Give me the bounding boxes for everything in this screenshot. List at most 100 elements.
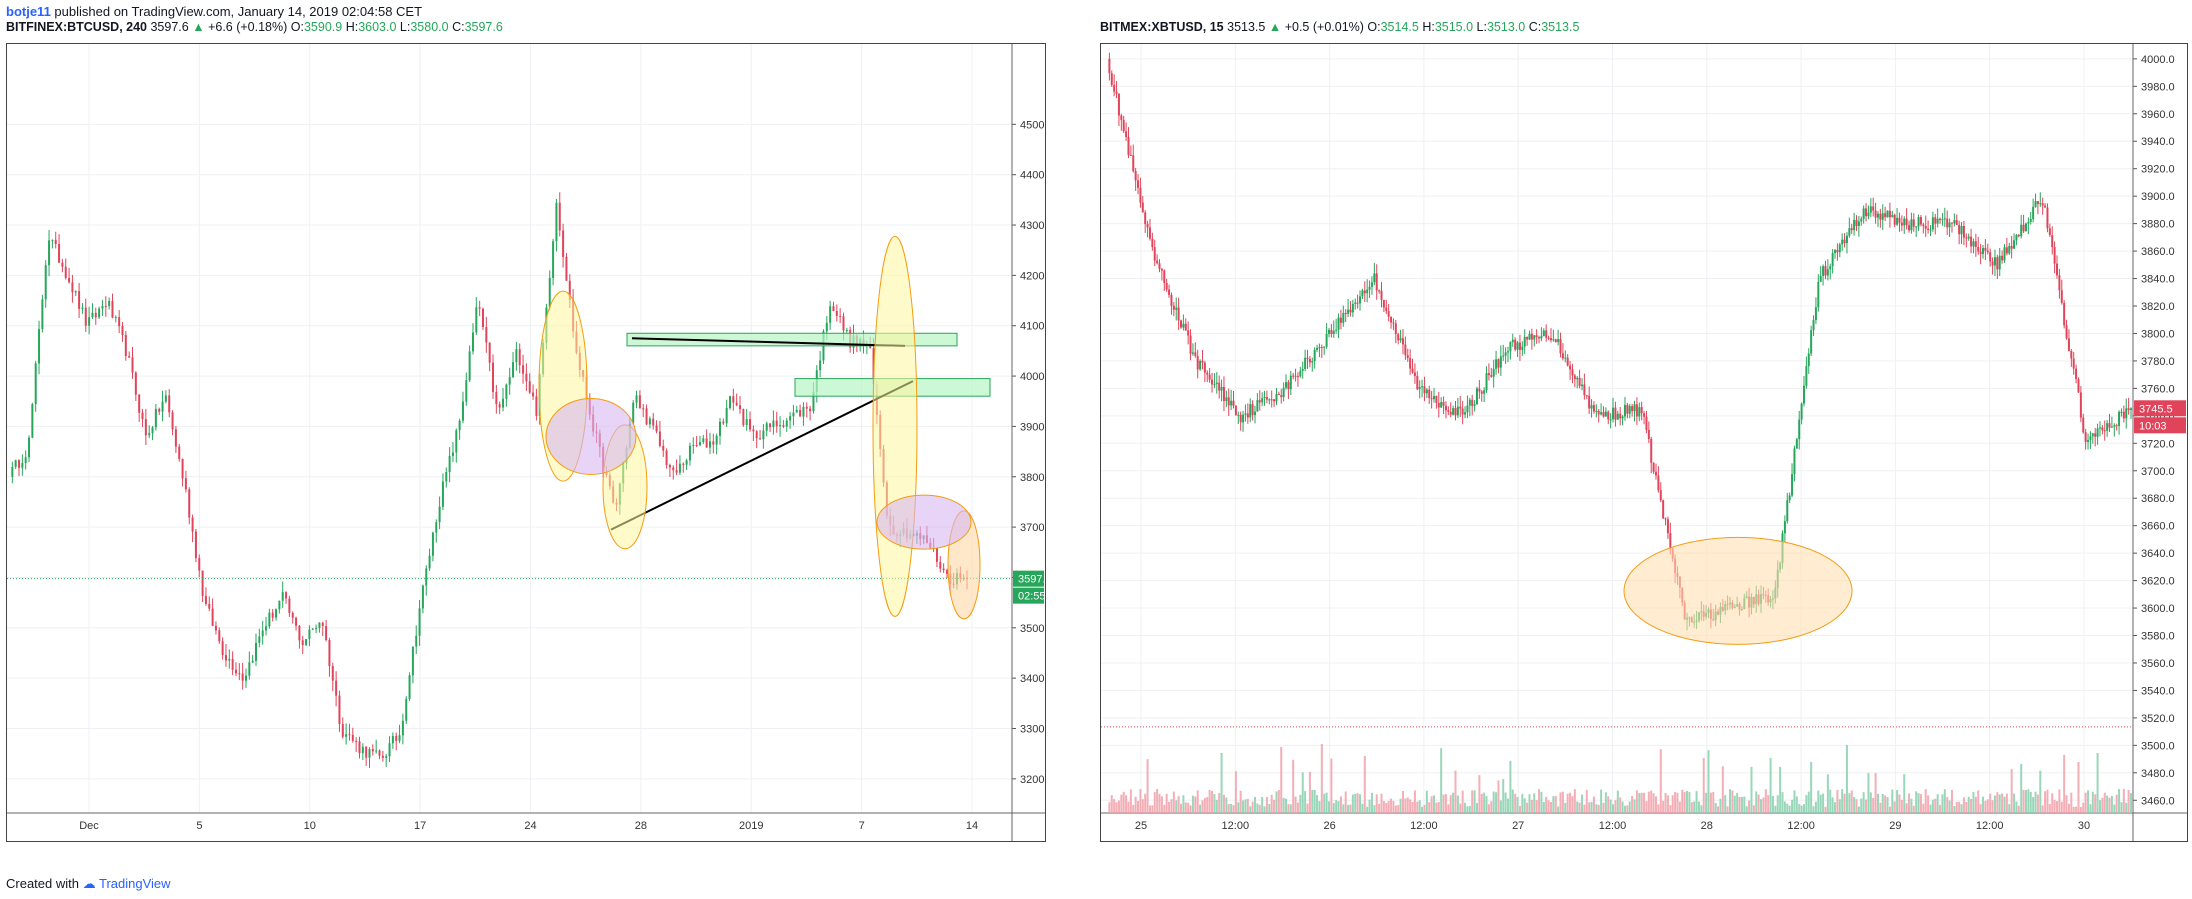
y-tick-label: 3600.0 bbox=[2141, 603, 2175, 615]
volume-bar bbox=[1581, 794, 1584, 813]
candle-body bbox=[298, 625, 301, 641]
candle-body bbox=[151, 427, 154, 434]
candle-body bbox=[565, 256, 568, 281]
volume-bar bbox=[1986, 799, 1989, 813]
candle-body bbox=[158, 408, 161, 412]
candle-body bbox=[2091, 433, 2094, 437]
candle-body bbox=[1924, 225, 1927, 229]
volume-bar bbox=[1709, 792, 1712, 813]
volume-bar bbox=[1724, 795, 1727, 813]
candle-body bbox=[2127, 408, 2130, 411]
candle-body bbox=[1900, 222, 1903, 226]
volume-bar bbox=[1697, 801, 1700, 813]
volume-bar bbox=[1745, 806, 1748, 813]
y-tick-label: 3900.0 bbox=[2141, 191, 2175, 203]
candle-body bbox=[174, 429, 177, 447]
candle-body bbox=[1399, 338, 1402, 341]
candle-body bbox=[1449, 411, 1452, 415]
candle-body bbox=[1822, 266, 1825, 276]
volume-bar bbox=[1953, 806, 1956, 813]
candle-body bbox=[1413, 372, 1416, 377]
y-tick-label: 4000.0 bbox=[2141, 54, 2175, 66]
candle-body bbox=[1280, 395, 1283, 398]
candle-body bbox=[481, 308, 484, 328]
candle-body bbox=[1273, 399, 1276, 402]
y-tick-label: 3480.0 bbox=[2141, 768, 2175, 780]
volume-bar bbox=[1607, 796, 1610, 813]
volume-bar bbox=[1282, 797, 1285, 813]
volume-bar bbox=[1726, 806, 1729, 813]
candle-body bbox=[1277, 393, 1280, 396]
up-arrow-icon: ▲ bbox=[1268, 20, 1282, 34]
candle-body bbox=[1616, 413, 1619, 420]
candle-body bbox=[14, 460, 17, 467]
candle-body bbox=[2089, 436, 2092, 441]
volume-bar bbox=[1853, 797, 1856, 813]
left-c-label: C: bbox=[452, 20, 465, 34]
candle-body bbox=[1669, 533, 1672, 549]
author-link[interactable]: botje11 bbox=[6, 4, 51, 19]
countdown-label: 02:55:03 bbox=[1018, 591, 1045, 603]
volume-bar bbox=[1318, 801, 1321, 813]
y-tick-label: 3540.0 bbox=[2141, 685, 2175, 697]
candle-body bbox=[665, 450, 668, 465]
volume-bar bbox=[1392, 800, 1395, 813]
candle-body bbox=[732, 396, 735, 403]
volume-bar bbox=[1165, 793, 1168, 813]
volume-bar bbox=[1967, 796, 1970, 813]
candle-body bbox=[1621, 416, 1624, 419]
y-tick-label: 4300.0 bbox=[1020, 220, 1045, 232]
right-high: 3515.0 bbox=[1434, 20, 1474, 34]
candle-body bbox=[365, 746, 368, 758]
tradingview-link[interactable]: TradingView bbox=[99, 876, 171, 891]
volume-bar bbox=[1461, 790, 1464, 813]
candle-body bbox=[1263, 397, 1266, 399]
volume-bar bbox=[1927, 795, 1930, 813]
candle-body bbox=[148, 433, 151, 436]
candle-body bbox=[1991, 261, 1994, 266]
left-chart-panel[interactable]: 3200.03300.03400.03500.03600.03700.03800… bbox=[6, 43, 1061, 842]
candle-body bbox=[1908, 225, 1911, 231]
volume-bar bbox=[1540, 791, 1543, 813]
candle-body bbox=[2041, 203, 2044, 206]
volume-bar bbox=[1113, 799, 1116, 813]
candle-body bbox=[1612, 407, 1615, 420]
candle-body bbox=[942, 568, 945, 571]
volume-bar bbox=[1578, 802, 1581, 813]
volume-bar bbox=[1943, 789, 1946, 813]
candle-body bbox=[164, 395, 167, 402]
volume-bar bbox=[1740, 796, 1743, 813]
volume-bar bbox=[1533, 793, 1536, 813]
candle-body bbox=[1559, 339, 1562, 354]
volume-bar bbox=[2034, 791, 2037, 813]
candle-body bbox=[1845, 235, 1848, 244]
candle-body bbox=[275, 609, 278, 618]
volume-bar bbox=[1175, 800, 1178, 813]
candle-body bbox=[285, 592, 288, 599]
candle-body bbox=[355, 740, 358, 742]
candle-body bbox=[1459, 406, 1462, 409]
candle-body bbox=[348, 734, 351, 736]
volume-bar bbox=[1406, 797, 1409, 813]
candle-body bbox=[1573, 375, 1576, 380]
volume-bar bbox=[1251, 801, 1254, 813]
candle-body bbox=[198, 558, 201, 571]
right-chart-panel[interactable]: 3460.0 3480.0 3500.0 3520.0 3540.0 3560.0 3580… bbox=[1100, 43, 2188, 842]
candle-body bbox=[411, 646, 414, 676]
candle-body bbox=[295, 617, 298, 626]
volume-bar bbox=[1287, 804, 1290, 813]
candle-body bbox=[1552, 339, 1555, 341]
candle-body bbox=[1134, 171, 1137, 181]
volume-bar bbox=[2022, 789, 2025, 813]
left-candlestick-chart[interactable]: 3200.03300.03400.03500.03600.03700.03800… bbox=[7, 44, 1061, 841]
right-candlestick-chart[interactable]: 3460.0 3480.0 3500.0 3520.0 3540.0 3560.0 3580… bbox=[1101, 44, 2187, 841]
candle-body bbox=[1965, 237, 1968, 239]
candle-body bbox=[1373, 273, 1376, 283]
candle-body bbox=[1948, 222, 1951, 228]
candle-body bbox=[1165, 282, 1168, 290]
candle-body bbox=[51, 239, 54, 241]
volume-bar bbox=[1743, 796, 1746, 813]
volume-bar bbox=[1721, 766, 1724, 813]
volume-bar bbox=[1970, 798, 1973, 813]
candle-body bbox=[1876, 213, 1879, 218]
